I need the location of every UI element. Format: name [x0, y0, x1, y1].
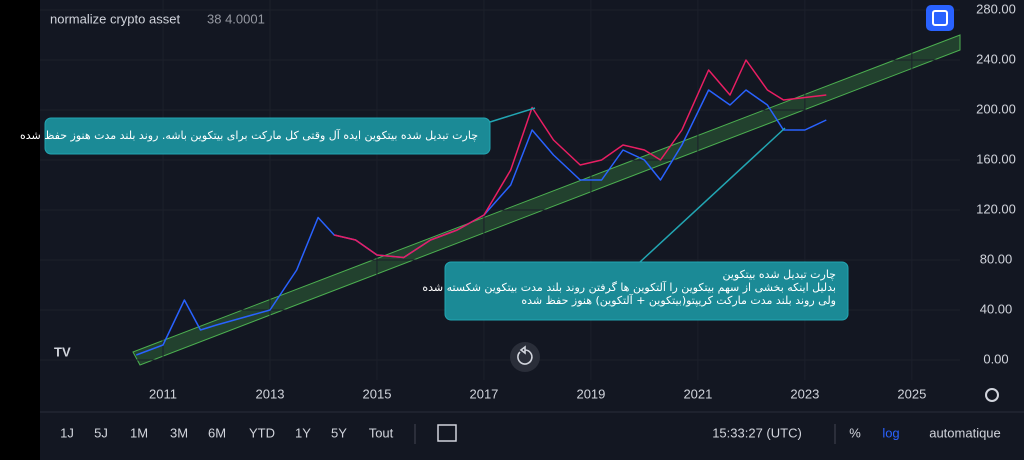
range-button[interactable]: 6M	[208, 425, 226, 440]
range-button[interactable]: 1J	[60, 425, 74, 440]
y-tick-label: 240.00	[976, 51, 1016, 66]
range-button[interactable]: YTD	[249, 425, 275, 440]
range-button[interactable]: 3M	[170, 425, 188, 440]
x-tick-label: 2013	[256, 386, 285, 401]
range-button[interactable]: 1M	[130, 425, 148, 440]
callout-text: بدلیل اینکه بخشی از سهم بیتکوین را آلتکو…	[422, 280, 836, 294]
x-tick-label: 2011	[149, 386, 177, 401]
callout-text: ولی روند بلند مدت مارکت کریپتو(بیتکوین +…	[521, 293, 836, 307]
calendar-box	[437, 424, 457, 442]
x-tick-label: 2025	[897, 386, 926, 401]
callout-box	[444, 261, 849, 321]
price-line	[334, 59, 827, 259]
chart-title: normalize crypto asset	[50, 11, 180, 26]
y-tick-label: 40.00	[980, 301, 1013, 316]
x-tick-label: 2015	[363, 386, 392, 401]
callout-pointer	[489, 107, 536, 123]
reset-button[interactable]	[510, 342, 540, 372]
chart-subtitle: 38 4.0001	[207, 11, 265, 26]
y-tick-label: 280.00	[976, 1, 1016, 16]
left-edge	[0, 0, 40, 460]
x-tick-label: 2023	[790, 386, 819, 401]
range-button[interactable]: Tout	[369, 425, 394, 440]
range-button[interactable]: 1Y	[295, 425, 311, 440]
y-tick-label: 200.00	[976, 101, 1016, 116]
calendar-icon[interactable]	[437, 424, 457, 442]
callout-box	[44, 117, 491, 155]
clock: 15:33:27 (UTC)	[712, 425, 802, 440]
plot	[40, 0, 960, 380]
range-button[interactable]: 5Y	[331, 425, 347, 440]
settings-button[interactable]	[985, 388, 999, 402]
callout-pointer	[639, 127, 786, 263]
x-tick-label: 2019	[576, 386, 605, 401]
callout-text: چارت تبدیل شده بیتکوین	[722, 268, 836, 281]
y-tick-label: 160.00	[976, 151, 1016, 166]
log-toggle[interactable]: log	[882, 425, 899, 440]
tv-logo: TV	[54, 344, 71, 359]
reset-icon	[517, 345, 533, 365]
percent-toggle[interactable]: %	[849, 425, 861, 440]
callout-text: چارت تبدیل شده بیتکوین ایده آل وقتی کل م…	[20, 128, 478, 142]
y-tick-label: 0.00	[983, 351, 1008, 366]
y-tick-label: 80.00	[980, 251, 1013, 266]
chart-background	[40, 0, 1024, 460]
auto-toggle[interactable]: automatique	[929, 425, 1001, 440]
fullscreen-button[interactable]	[926, 5, 954, 31]
x-tick-label: 2017	[469, 386, 498, 401]
fullscreen-icon	[932, 10, 948, 26]
x-tick-label: 2021	[683, 386, 712, 401]
price-line	[136, 89, 827, 356]
range-button[interactable]: 5J	[94, 425, 108, 440]
y-tick-label: 120.00	[976, 201, 1016, 216]
